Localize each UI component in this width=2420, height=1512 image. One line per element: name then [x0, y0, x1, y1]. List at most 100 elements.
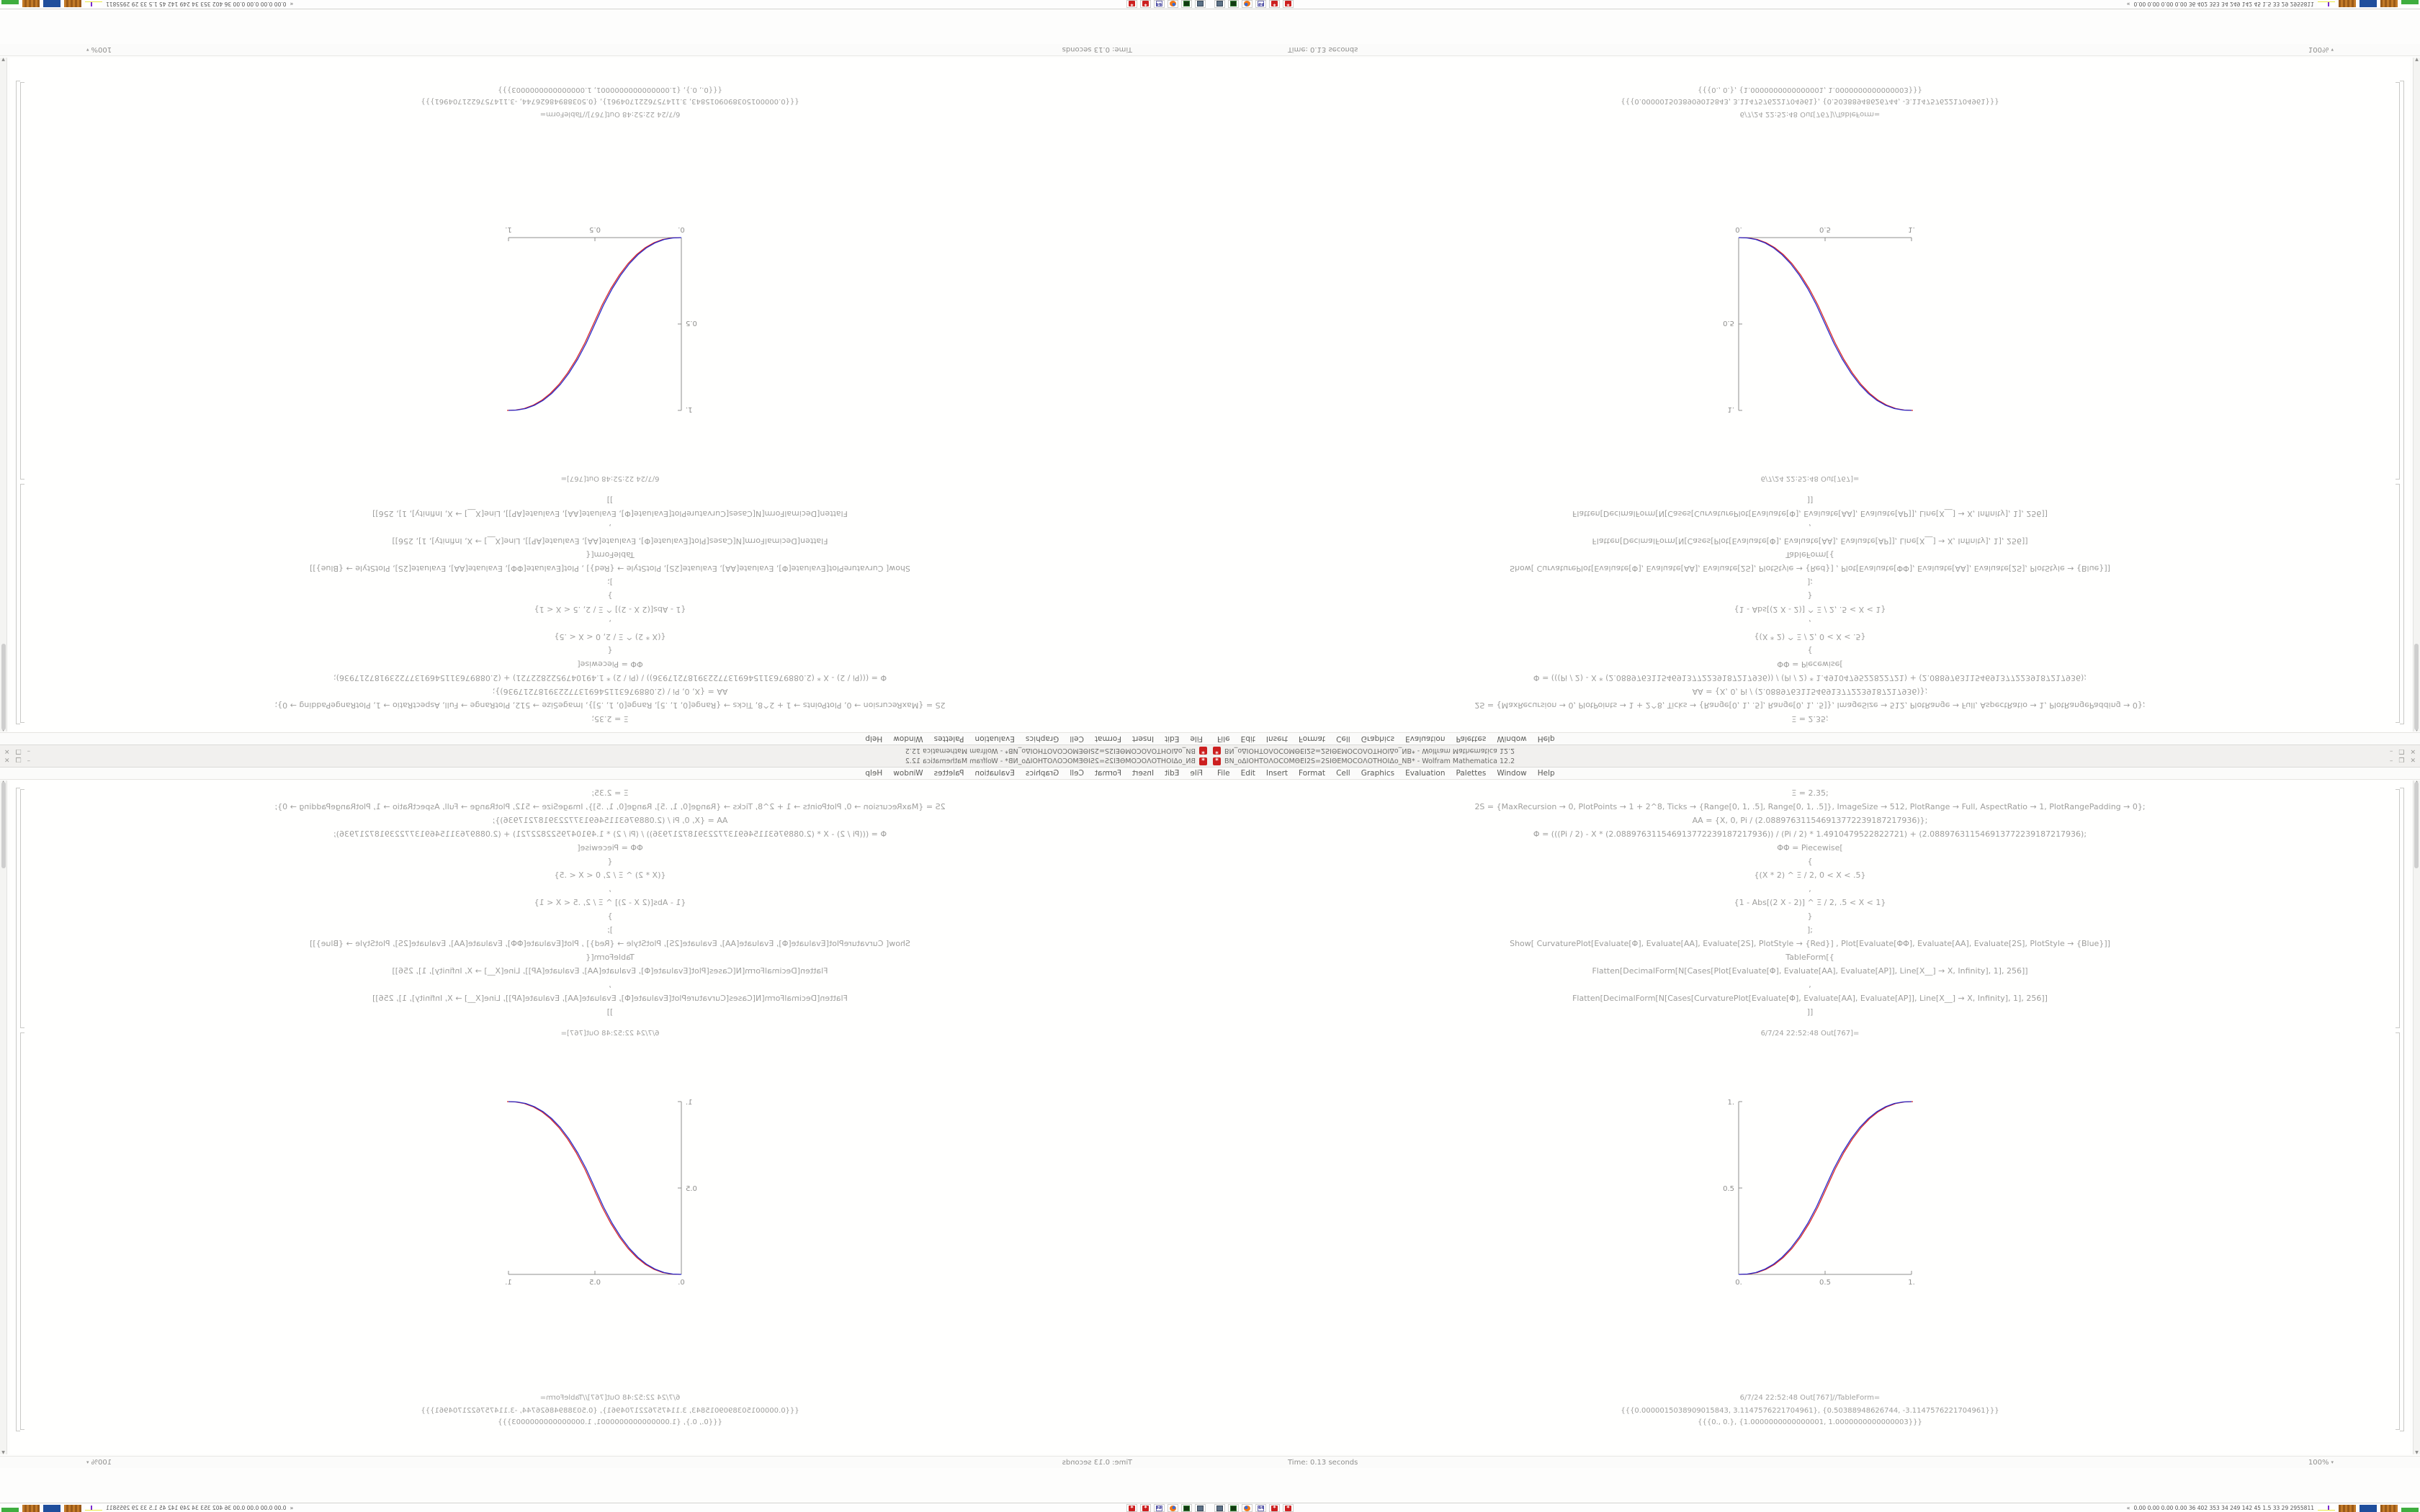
menu-item-palettes[interactable]: Palettes — [933, 769, 964, 778]
notebook-cell-line[interactable]: ]] — [606, 495, 614, 505]
maximize-button[interactable]: ❐ — [15, 747, 22, 755]
scroll-down-arrow-icon[interactable]: ▼ — [2415, 1450, 2419, 1455]
vertical-scrollbar[interactable]: ▲ ▼ — [0, 57, 7, 732]
close-button[interactable]: ✕ — [2410, 747, 2416, 755]
notebook-cell-line[interactable]: 2S = {MaxRecursion → 0, PlotPoints → 1 +… — [1474, 701, 2146, 710]
notebook-cell-line[interactable]: , — [1809, 523, 1811, 532]
notebook-cell-line[interactable]: Ξ = 2.35; — [1791, 714, 1829, 724]
mathematica-window-button[interactable]: * — [1140, 0, 1151, 8]
menu-item-help[interactable]: Help — [865, 734, 883, 743]
close-button[interactable]: ✕ — [4, 757, 10, 765]
maximize-button[interactable]: ❐ — [2398, 757, 2405, 765]
notebook-64-window-button[interactable]: 64 — [1255, 1504, 1266, 1512]
notebook-cell-line[interactable]: {(X * 2) ^ Ξ / 2, 0 < X < .5} — [554, 870, 666, 880]
notebook-cell-line[interactable]: ΦΦ = Piecewise[ — [577, 660, 643, 669]
notebook-cell-line[interactable]: , — [609, 980, 611, 989]
notebook-cell-line[interactable]: { — [607, 857, 613, 866]
notebook-cell-line[interactable]: ]; — [607, 577, 613, 587]
notebook-cell-line[interactable]: 2S = {MaxRecursion → 0, PlotPoints → 1 +… — [1474, 802, 2146, 811]
scrollbar-thumb[interactable] — [1, 644, 6, 730]
notebook-cell-line[interactable]: {(X * 2) ^ Ξ / 2, 0 < X < .5} — [1754, 632, 1866, 642]
notebook-cell-line[interactable]: } — [607, 912, 613, 921]
cell-group-bracket[interactable] — [2400, 788, 2404, 1431]
notebook-cell-line[interactable]: Flatten[DecimalForm[N[Cases[CurvaturePlo… — [1572, 509, 2048, 518]
mathematica-window-button[interactable]: * — [1140, 1504, 1151, 1512]
notebook-cell-line[interactable]: Flatten[DecimalForm[N[Cases[Plot[Evaluat… — [1592, 536, 2028, 546]
menu-item-edit[interactable]: Edit — [1165, 769, 1180, 778]
mathematica-window-button-2[interactable]: * — [1126, 0, 1137, 8]
notebook-cell-line[interactable]: TableForm[{ — [586, 550, 635, 559]
notebook-cell-line[interactable]: Show[ CurvaturePlot[Evaluate[Φ], Evaluat… — [310, 939, 910, 948]
notebook-cell-line[interactable]: , — [1809, 618, 1811, 628]
menu-item-insert[interactable]: Insert — [1131, 734, 1155, 743]
collapse-chevron-icon[interactable]: « — [2126, 1505, 2130, 1511]
mathematica-window-button-2[interactable]: * — [1283, 1504, 1294, 1512]
notebook-cell-line[interactable]: Φ = (((Pi / 2) - X * (2.0889763115469137… — [333, 673, 887, 683]
magnification-dropdown[interactable]: 100% ▾ — [86, 45, 112, 54]
notebook-64-window-button[interactable]: 64 — [1154, 1504, 1165, 1512]
menu-item-evaluation[interactable]: Evaluation — [974, 734, 1015, 743]
menu-item-file[interactable]: File — [1217, 769, 1230, 778]
window-titlebar[interactable]: * BN_oΔIOHTOΛOCOMΘEI2S=2SIΘEMOCOΛOTHOIΔo… — [1210, 744, 2420, 756]
notebook-cell-line[interactable]: Φ = (((Pi / 2) - X * (2.0889763115469137… — [333, 829, 887, 839]
notebook-cell-line[interactable]: Flatten[DecimalForm[N[Cases[Plot[Evaluat… — [392, 966, 828, 976]
mathematica-window-button[interactable]: * — [1269, 0, 1280, 8]
notebook-cell-line[interactable]: ΑΑ = {X, 0, Pi / (2.08897631154691377223… — [1692, 816, 1928, 825]
magnification-dropdown[interactable]: 100% ▾ — [2308, 1458, 2334, 1467]
notebook-cell-line[interactable]: ]] — [1806, 1007, 1814, 1017]
notebook-cell-line[interactable]: { — [1807, 646, 1813, 655]
magnification-dropdown[interactable]: 100% ▾ — [86, 1458, 112, 1467]
monitor-window-button[interactable] — [1214, 0, 1225, 8]
monitor-window-button[interactable] — [1195, 0, 1206, 8]
notebook-cell-line[interactable]: Ξ = 2.35; — [591, 788, 629, 798]
notebook-cell-line[interactable]: ΑΑ = {X, 0, Pi / (2.08897631154691377223… — [1692, 687, 1928, 696]
notebook-cell-line[interactable]: ]; — [1807, 577, 1813, 587]
menu-item-help[interactable]: Help — [865, 769, 883, 778]
menu-item-window[interactable]: Window — [1497, 769, 1527, 778]
notebook-cell-line[interactable]: Flatten[DecimalForm[N[Cases[Plot[Evaluat… — [1592, 966, 2028, 976]
notebook-cell-line[interactable]: {1 - Abs[(2 X - 2)] ^ Ξ / 2, .5 < X < 1} — [1734, 605, 1886, 614]
terminal-window-button[interactable] — [1181, 0, 1192, 8]
terminal-window-button[interactable] — [1228, 1504, 1239, 1512]
menu-item-window[interactable]: Window — [893, 769, 923, 778]
notebook-cell-line[interactable]: {(X * 2) ^ Ξ / 2, 0 < X < .5} — [554, 632, 666, 642]
notebook-cell-line[interactable]: ]; — [607, 925, 613, 935]
minimize-button[interactable]: – — [27, 747, 31, 755]
mathematica-window-button-2[interactable]: * — [1283, 0, 1294, 8]
menu-item-format[interactable]: Format — [1299, 734, 1326, 743]
menu-item-cell[interactable]: Cell — [1336, 769, 1350, 778]
notebook-cell-line[interactable]: ]; — [1807, 925, 1813, 935]
menu-item-file[interactable]: File — [1190, 769, 1203, 778]
cell-bracket[interactable] — [2396, 1032, 2400, 1430]
cell-bracket[interactable] — [20, 1032, 24, 1430]
notebook-64-window-button[interactable]: 64 — [1154, 0, 1165, 8]
firefox-window-button[interactable] — [1242, 1504, 1252, 1512]
vertical-scrollbar[interactable]: ▲ ▼ — [2413, 780, 2420, 1455]
menu-item-cell[interactable]: Cell — [1070, 769, 1084, 778]
window-titlebar[interactable]: * BN_oΔIOHTOΛOCOMΘEI2S=2SIΘEMOCOΛOTHOIΔo… — [1210, 756, 2420, 768]
notebook-cell-line[interactable]: ΦΦ = Piecewise[ — [577, 843, 643, 852]
magnification-dropdown[interactable]: 100% ▾ — [2308, 45, 2334, 54]
minimize-button[interactable]: – — [2389, 747, 2393, 755]
notebook-cell-line[interactable]: Ξ = 2.35; — [591, 714, 629, 724]
menu-item-window[interactable]: Window — [1497, 734, 1527, 743]
menu-item-file[interactable]: File — [1190, 734, 1203, 743]
menu-item-help[interactable]: Help — [1537, 734, 1555, 743]
notebook-cell-line[interactable]: Show[ CurvaturePlot[Evaluate[Φ], Evaluat… — [1510, 564, 2110, 573]
terminal-window-button[interactable] — [1181, 1504, 1192, 1512]
notebook-cell-line[interactable]: 2S = {MaxRecursion → 0, PlotPoints → 1 +… — [274, 701, 946, 710]
window-titlebar[interactable]: * BN_oΔIOHTOΛOCOMΘEI2S=2SIΘEMOCOΛOTHOIΔo… — [0, 744, 1210, 756]
menu-item-file[interactable]: File — [1217, 734, 1230, 743]
notebook-cell-line[interactable]: ]] — [606, 1007, 614, 1017]
notebook-cell-line[interactable]: Ξ = 2.35; — [1791, 788, 1829, 798]
menu-item-insert[interactable]: Insert — [1131, 769, 1155, 778]
scrollbar-thumb[interactable] — [2414, 644, 2419, 730]
menu-item-graphics[interactable]: Graphics — [1025, 769, 1059, 778]
mathematica-window-button-2[interactable]: * — [1126, 1504, 1137, 1512]
menu-item-cell[interactable]: Cell — [1070, 734, 1084, 743]
notebook-cell-line[interactable]: ΑΑ = {X, 0, Pi / (2.08897631154691377223… — [492, 687, 728, 696]
menu-item-insert[interactable]: Insert — [1265, 734, 1289, 743]
notebook-cell-line[interactable]: ΦΦ = Piecewise[ — [1777, 660, 1843, 669]
menu-item-palettes[interactable]: Palettes — [1456, 734, 1487, 743]
notebook-cell-line[interactable]: TableForm[{ — [586, 953, 635, 962]
